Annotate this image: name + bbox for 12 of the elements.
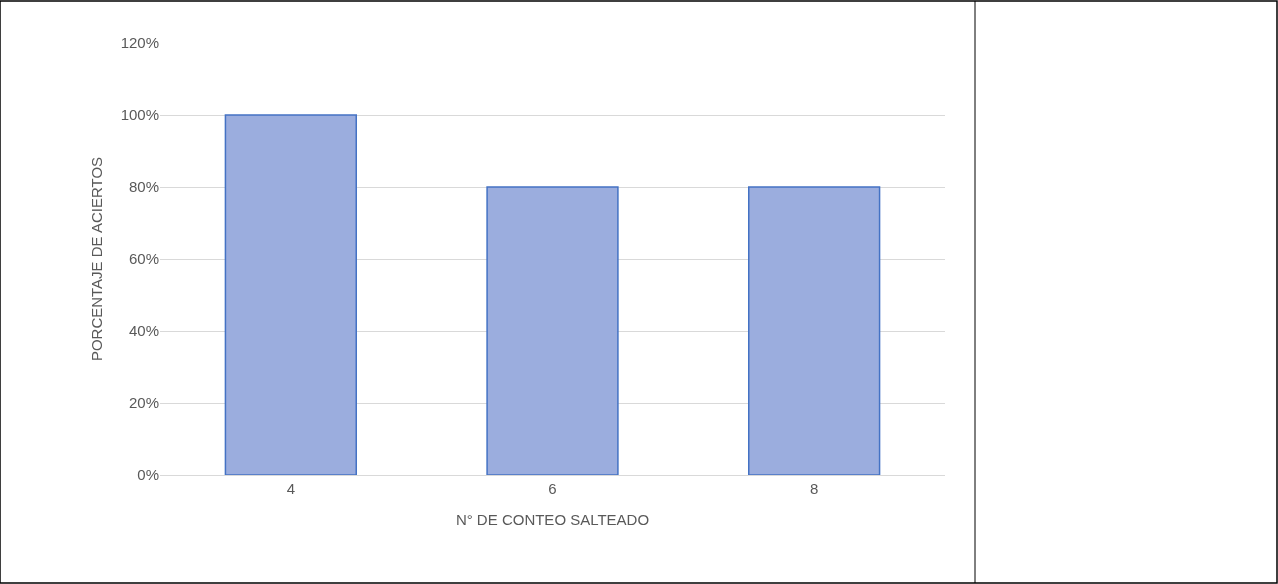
x-tick-label: 4 xyxy=(286,480,295,497)
y-tick-label: 20% xyxy=(128,394,159,412)
y-tick-label: 120% xyxy=(120,34,159,52)
y-axis-title: PORCENTAJE DE ACIERTOS xyxy=(87,156,105,362)
y-tick-label: 0% xyxy=(137,466,159,484)
x-tick-label: 6 xyxy=(548,480,557,497)
x-axis-title: N° DE CONTEO SALTEADO xyxy=(455,511,650,528)
x-tick-label: 8 xyxy=(810,480,819,497)
y-tick-label: 80% xyxy=(128,178,159,196)
y-tick-label: 60% xyxy=(128,250,159,268)
y-tick-label: 100% xyxy=(120,106,159,124)
y-tick-label: 40% xyxy=(128,322,159,340)
